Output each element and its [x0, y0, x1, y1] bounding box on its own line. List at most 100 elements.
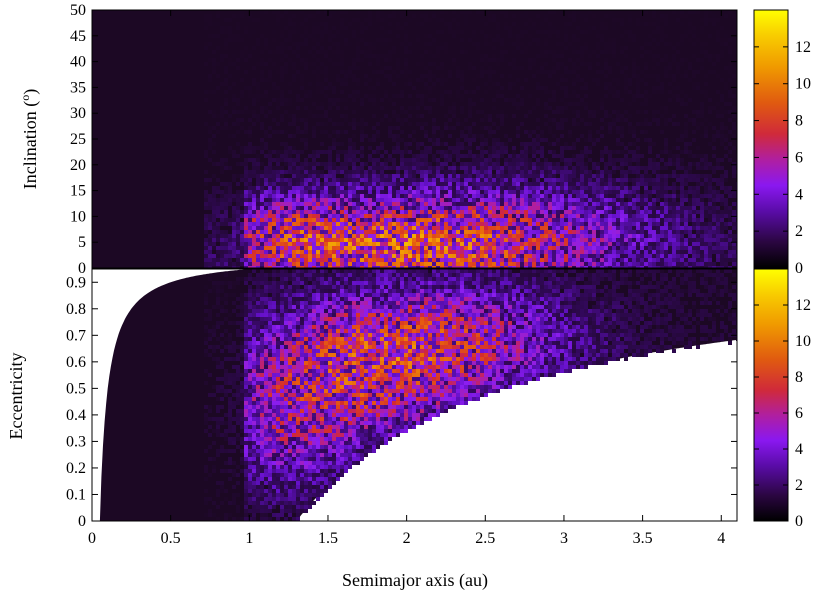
- density-cell: [456, 30, 460, 34]
- density-cell: [524, 254, 528, 258]
- density-cell: [400, 218, 404, 222]
- density-cell: [292, 22, 296, 26]
- density-cell: [320, 86, 324, 90]
- density-cell: [304, 122, 308, 126]
- density-cell: [408, 194, 412, 198]
- density-cell: [588, 242, 592, 246]
- density-cell: [404, 234, 408, 238]
- density-cell: [648, 178, 652, 182]
- density-cell: [432, 170, 436, 174]
- density-cell: [348, 262, 352, 266]
- density-cell: [384, 222, 388, 226]
- density-cell: [400, 158, 404, 162]
- density-cell: [448, 166, 452, 170]
- density-cell: [588, 30, 592, 34]
- density-cell: [468, 102, 472, 106]
- density-cell: [536, 246, 540, 250]
- density-cell: [328, 150, 332, 154]
- density-cell: [548, 30, 552, 34]
- density-cell: [656, 42, 660, 46]
- density-cell: [640, 78, 644, 82]
- density-cell: [608, 254, 612, 258]
- density-cell: [252, 174, 256, 178]
- density-cell: [484, 194, 488, 198]
- density-cell: [612, 122, 616, 126]
- density-cell: [404, 46, 408, 50]
- density-cell: [396, 246, 400, 250]
- density-cell: [352, 246, 356, 250]
- density-cell: [560, 66, 564, 70]
- density-cell: [388, 50, 392, 54]
- density-cell: [620, 142, 624, 146]
- density-cell: [428, 174, 432, 178]
- density-cell: [276, 154, 280, 158]
- density-cell: [308, 62, 312, 66]
- density-cell: [352, 118, 356, 122]
- density-cell: [500, 74, 504, 78]
- density-cell: [428, 254, 432, 258]
- density-cell: [664, 14, 668, 18]
- density-cell: [348, 230, 352, 234]
- density-cell: [220, 26, 224, 30]
- density-cell: [208, 254, 212, 258]
- density-cell: [576, 154, 580, 158]
- density-cell: [488, 250, 492, 254]
- density-cell: [340, 82, 344, 86]
- density-cell: [304, 186, 308, 190]
- density-cell: [520, 14, 524, 18]
- density-cell: [368, 222, 372, 226]
- density-cell: [600, 126, 604, 130]
- density-cell: [448, 242, 452, 246]
- density-cell: [680, 218, 684, 222]
- density-cell: [644, 122, 648, 126]
- density-cell: [660, 186, 664, 190]
- density-cell: [264, 198, 268, 202]
- density-cell: [588, 198, 592, 202]
- density-cell: [292, 14, 296, 18]
- density-cell: [532, 262, 536, 266]
- density-cell: [320, 186, 324, 190]
- density-cell: [324, 122, 328, 126]
- density-cell: [672, 206, 676, 210]
- density-cell: [540, 186, 544, 190]
- density-cell: [300, 178, 304, 182]
- density-cell: [580, 202, 584, 206]
- density-cell: [392, 102, 396, 106]
- density-cell: [356, 258, 360, 262]
- density-cell: [256, 86, 260, 90]
- density-cell: [308, 230, 312, 234]
- density-cell: [608, 262, 612, 266]
- density-cell: [548, 262, 552, 266]
- density-cell: [392, 150, 396, 154]
- density-cell: [364, 206, 368, 210]
- density-cell: [464, 162, 468, 166]
- density-cell: [460, 86, 464, 90]
- density-cell: [548, 22, 552, 26]
- density-cell: [372, 238, 376, 242]
- density-cell: [492, 82, 496, 86]
- density-cell: [528, 238, 532, 242]
- density-cell: [264, 38, 268, 42]
- density-cell: [292, 222, 296, 226]
- density-cell: [256, 38, 260, 42]
- density-cell: [616, 258, 620, 262]
- density-cell: [224, 102, 228, 106]
- density-cell: [480, 10, 484, 14]
- density-cell: [380, 186, 384, 190]
- density-cell: [356, 250, 360, 254]
- density-cell: [308, 194, 312, 198]
- density-cell: [392, 202, 396, 206]
- density-cell: [648, 190, 652, 194]
- density-cell: [460, 74, 464, 78]
- density-cell: [208, 158, 212, 162]
- density-cell: [464, 242, 468, 246]
- density-cell: [424, 186, 428, 190]
- density-cell: [204, 246, 208, 250]
- density-cell: [404, 230, 408, 234]
- density-cell: [468, 106, 472, 110]
- density-cell: [656, 86, 660, 90]
- density-cell: [232, 254, 236, 258]
- density-cell: [672, 218, 676, 222]
- density-cell: [652, 66, 656, 70]
- density-cell: [508, 42, 512, 46]
